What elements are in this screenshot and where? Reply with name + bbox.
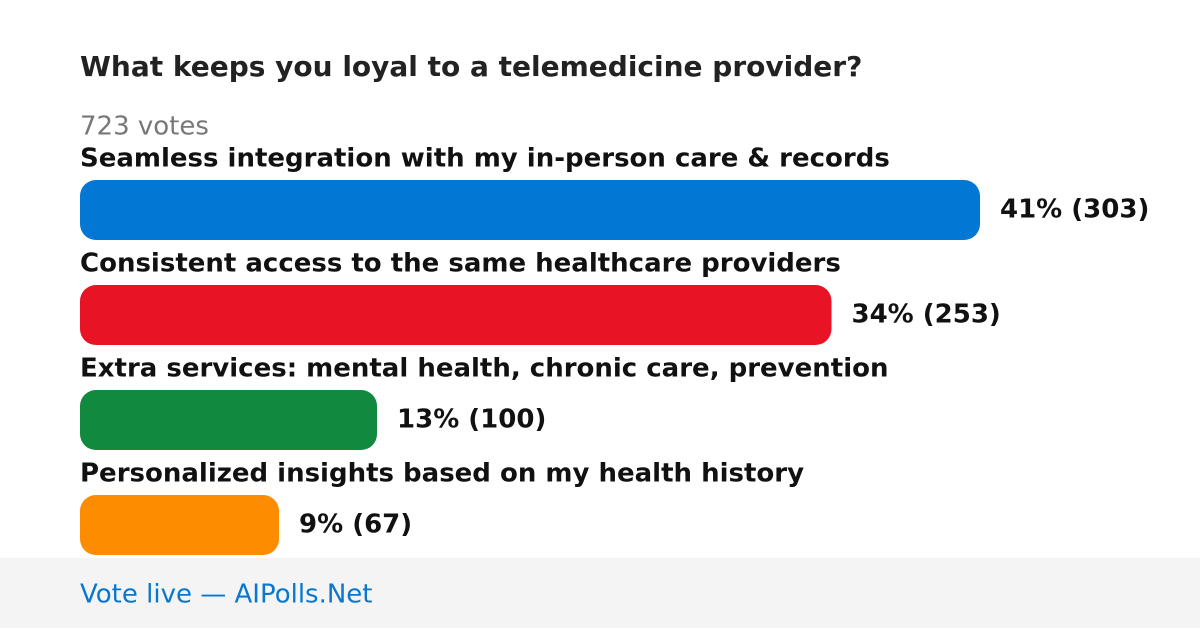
option-label: Seamless integration with my in-person c… — [80, 144, 890, 174]
options: Seamless integration with my in-person c… — [80, 144, 1149, 555]
poll-title: What keeps you loyal to a telemedicine p… — [80, 50, 862, 83]
bar — [80, 285, 832, 345]
value-label: 9% (67) — [299, 510, 412, 540]
value-label: 13% (100) — [397, 405, 546, 435]
vote-count: 723 votes — [80, 112, 209, 142]
value-label: 41% (303) — [1000, 195, 1149, 225]
bar — [80, 390, 378, 450]
option-label: Consistent access to the same healthcare… — [80, 249, 841, 279]
option-label: Personalized insights based on my health… — [80, 459, 804, 489]
option-label: Extra services: mental health, chronic c… — [80, 354, 889, 384]
value-label: 34% (253) — [851, 300, 1000, 330]
footer-link[interactable]: Vote live — AIPolls.Net — [80, 580, 373, 610]
bar — [80, 180, 980, 240]
footer-band — [0, 558, 1200, 628]
bar — [80, 495, 280, 555]
